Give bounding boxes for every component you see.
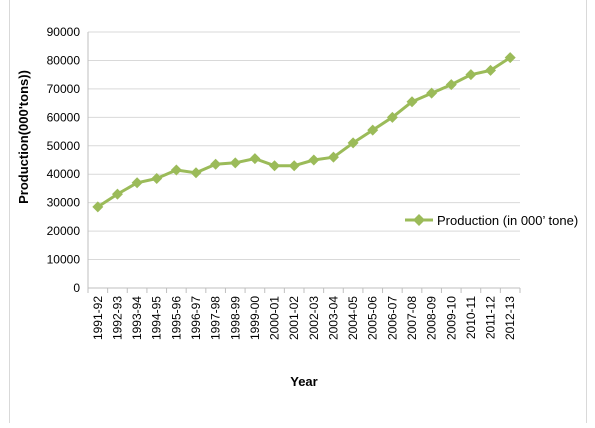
x-tick-label: 1993-94 [130,296,144,340]
x-tick-label: 2003-04 [326,296,340,340]
y-tick-label: 80000 [47,53,81,67]
x-tick-label: 2009-10 [444,296,458,340]
y-tick-label: 0 [73,281,80,295]
data-point-marker [190,167,202,179]
series-line [96,56,512,209]
data-point-marker [386,111,398,123]
data-point-marker [151,172,163,184]
data-point-marker [131,177,143,189]
frame-right-border [586,0,587,423]
legend: Production (in 000’ tone) [405,213,578,228]
x-tick-label: 2008-09 [425,296,439,340]
x-tick-label: 2006-07 [385,296,399,340]
y-tick-label: 30000 [47,196,81,210]
x-tick-label: 2011-12 [484,296,498,339]
x-tick-label: 2012-13 [503,296,517,340]
y-axis-title: Production(000'tons)) [16,70,31,204]
x-tick-label: 1998-99 [228,296,242,340]
x-tick-label: 2004-05 [346,296,360,340]
data-point-marker [210,158,222,170]
y-tick-label: 70000 [47,82,81,96]
gridlines [88,31,520,261]
x-tick-label: 2000-01 [268,296,282,340]
y-tick-label: 10000 [47,253,81,267]
data-point-marker [504,52,516,64]
legend-label: Production (in 000’ tone) [437,213,578,228]
y-tick-label: 40000 [47,167,81,181]
y-tick-label: 50000 [47,139,81,153]
data-point-marker [92,201,104,213]
data-point-marker [367,124,379,136]
data-point-marker [229,157,241,169]
x-tick-label: 2010-11 [464,296,478,339]
y-tick-label: 60000 [47,110,81,124]
y-tick-label: 20000 [47,224,81,238]
data-point-marker [465,69,477,81]
x-tick-label: 1995-96 [169,296,183,340]
x-axis-title: Year [290,374,317,389]
x-tick-label: 1999-00 [248,296,262,340]
data-point-marker [269,160,281,172]
data-point-marker [445,79,457,91]
y-tick-label: 90000 [47,25,81,39]
data-point-marker [111,188,123,200]
x-tick-label: 1996-97 [189,296,203,340]
x-tick-label: 2007-08 [405,296,419,340]
x-tick-label: 1991-92 [91,296,105,340]
frame-left-border [9,0,10,423]
axes: 0 10000 20000 30000 40000 50000 60000 70000 8000… [47,25,521,340]
data-point-marker [308,154,320,166]
x-tick-label: 1997-98 [209,296,223,340]
data-point-marker [288,160,300,172]
legend-diamond-marker [413,214,425,226]
data-point-marker [406,96,418,108]
x-tick-label: 2001-02 [287,296,301,340]
data-point-marker [426,87,438,99]
x-tick-label: 1992-93 [110,296,124,340]
data-point-marker [485,64,497,76]
data-point-marker [170,164,182,176]
series-layer [92,52,516,213]
x-tick-label: 1994-95 [150,296,164,340]
x-tick-label: 2002-03 [307,296,321,340]
data-point-marker [327,151,339,163]
x-tick-label: 2005-06 [366,296,380,340]
data-point-marker [347,137,359,149]
data-point-marker [249,153,261,165]
